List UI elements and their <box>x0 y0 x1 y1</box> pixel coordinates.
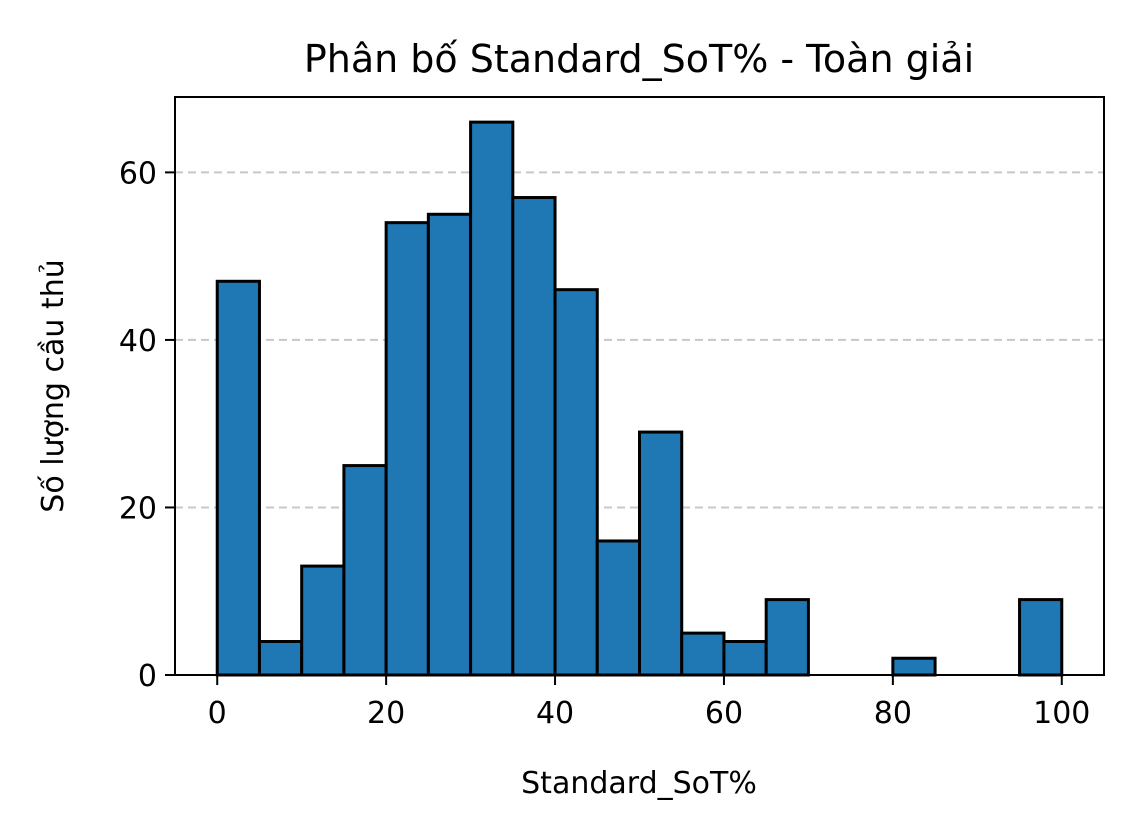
x-tick-label: 40 <box>536 696 574 731</box>
histogram-bar <box>722 639 768 677</box>
histogram-bar <box>1018 598 1064 677</box>
histogram-bar <box>891 656 937 677</box>
y-axis-label: Số lượng cầu thủ <box>36 259 71 512</box>
histogram-bar <box>680 631 726 677</box>
x-tick-label: 20 <box>367 696 405 731</box>
histogram-bar <box>595 539 641 677</box>
histogram-bar <box>469 120 515 677</box>
x-tick-label: 0 <box>208 696 227 731</box>
y-tick-label: 0 <box>138 659 157 694</box>
grid-lines <box>175 171 1104 509</box>
histogram-bar <box>426 212 473 677</box>
y-tick-label: 60 <box>119 156 157 191</box>
histogram-bar <box>511 196 557 677</box>
histogram-bar <box>257 639 304 677</box>
y-tick-label: 20 <box>119 491 157 526</box>
x-tick-label: 80 <box>874 696 912 731</box>
y-axis-ticks: 0 20 40 60 <box>119 156 175 694</box>
histogram-bar <box>638 430 684 677</box>
x-tick-label: 100 <box>1033 696 1090 731</box>
histogram-bar <box>215 279 261 677</box>
histogram-bar <box>384 221 430 677</box>
x-axis-label: Standard_SoT% <box>521 766 757 801</box>
x-axis-ticks: 0 20 40 60 80 100 <box>208 675 1090 731</box>
bars <box>215 120 1064 677</box>
y-tick-label: 40 <box>119 324 157 359</box>
histogram-bar <box>553 288 599 677</box>
chart-title: Phân bố Standard_SoT% - Toàn giải <box>304 37 974 81</box>
histogram-bar <box>342 464 388 677</box>
histogram-bar <box>764 598 810 677</box>
plot-frame <box>174 96 1105 676</box>
x-tick-label: 60 <box>705 696 743 731</box>
histogram-bar <box>300 564 346 677</box>
